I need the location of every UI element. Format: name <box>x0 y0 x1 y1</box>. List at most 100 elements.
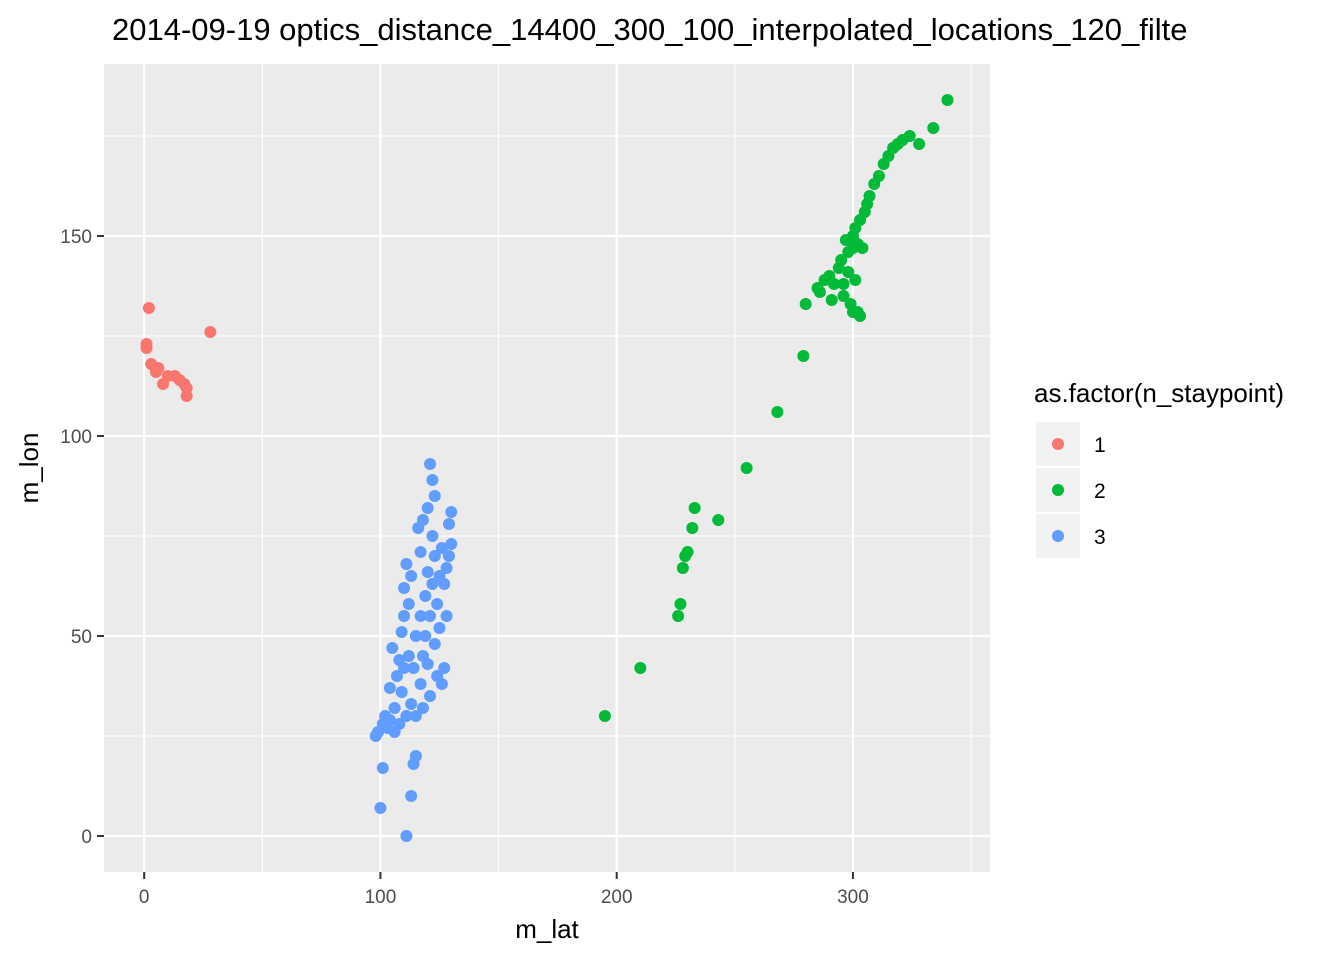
legend-label-1: 1 <box>1094 434 1106 457</box>
y-tick-label: 100 <box>60 427 92 448</box>
data-point-series-2 <box>771 406 784 418</box>
data-point-series-2 <box>828 278 841 290</box>
data-point-series-3 <box>421 566 434 578</box>
data-point-series-3 <box>400 830 413 842</box>
data-point-series-3 <box>426 578 439 590</box>
data-point-series-1 <box>180 390 193 402</box>
data-point-series-3 <box>426 530 439 542</box>
data-point-series-2 <box>941 94 954 106</box>
data-point-series-3 <box>421 658 434 670</box>
data-point-series-2 <box>688 502 701 514</box>
data-point-series-2 <box>672 610 685 622</box>
x-tick-label: 300 <box>837 887 869 908</box>
data-point-series-3 <box>442 550 455 562</box>
data-point-series-3 <box>421 502 434 514</box>
data-point-series-3 <box>419 590 432 602</box>
legend-key-3 <box>1052 530 1064 542</box>
data-point-series-2 <box>913 138 926 150</box>
data-point-series-1 <box>142 302 155 314</box>
data-point-series-3 <box>426 474 439 486</box>
x-tick-label: 200 <box>601 887 633 908</box>
data-point-series-3 <box>424 690 437 702</box>
data-point-series-3 <box>435 542 448 554</box>
data-point-series-3 <box>405 698 418 710</box>
data-point-series-1 <box>152 362 165 374</box>
legend-key-2 <box>1052 484 1064 496</box>
data-point-series-2 <box>837 290 850 302</box>
data-point-series-2 <box>872 170 885 182</box>
data-point-series-3 <box>405 570 418 582</box>
y-tick-label: 50 <box>71 627 92 648</box>
axis-ticks <box>97 235 854 879</box>
data-point-series-3 <box>416 702 429 714</box>
data-point-series-3 <box>402 650 415 662</box>
legend-items: 1 2 3 <box>1036 422 1106 558</box>
data-point-series-3 <box>409 710 422 722</box>
data-point-series-3 <box>386 642 399 654</box>
data-point-series-3 <box>428 638 441 650</box>
data-point-series-3 <box>435 678 448 690</box>
data-point-series-3 <box>383 714 396 726</box>
data-point-series-3 <box>398 582 411 594</box>
plot-panel <box>104 64 990 872</box>
data-point-series-2 <box>927 122 940 134</box>
data-point-series-3 <box>388 702 401 714</box>
data-point-series-3 <box>398 662 411 674</box>
data-point-series-2 <box>681 546 694 558</box>
legend-title: as.factor(n_staypoint) <box>1034 378 1284 408</box>
data-point-series-3 <box>383 682 396 694</box>
data-points <box>140 94 954 842</box>
minor-gridlines <box>104 64 990 872</box>
legend-key-1 <box>1052 438 1064 450</box>
data-point-series-2 <box>712 514 725 526</box>
data-point-series-3 <box>440 610 453 622</box>
y-tick-label: 0 <box>81 827 92 848</box>
data-point-series-3 <box>440 562 453 574</box>
data-point-series-3 <box>376 762 389 774</box>
data-point-series-3 <box>398 610 411 622</box>
data-point-series-1 <box>204 326 217 338</box>
data-point-series-2 <box>835 254 848 266</box>
data-point-series-3 <box>445 538 458 550</box>
data-point-series-2 <box>903 130 916 142</box>
data-point-series-2 <box>842 266 855 278</box>
x-tick-label: 0 <box>139 887 150 908</box>
data-point-series-3 <box>419 630 432 642</box>
data-point-series-2 <box>856 242 869 254</box>
data-point-series-3 <box>414 678 427 690</box>
data-point-series-3 <box>431 598 444 610</box>
data-point-series-3 <box>424 610 437 622</box>
data-point-series-2 <box>799 298 812 310</box>
x-tick-label: 100 <box>365 887 397 908</box>
data-point-series-2 <box>598 710 611 722</box>
plot-title: 2014-09-19 optics_distance_14400_300_100… <box>112 12 1188 47</box>
data-point-series-3 <box>438 578 451 590</box>
y-axis-title: m_lon <box>14 433 44 504</box>
data-point-series-3 <box>390 670 403 682</box>
data-point-series-3 <box>409 750 422 762</box>
data-point-series-2 <box>837 278 850 290</box>
data-point-series-3 <box>409 630 422 642</box>
data-point-series-3 <box>402 598 415 610</box>
data-point-series-3 <box>374 802 387 814</box>
data-point-series-2 <box>634 662 647 674</box>
data-point-series-3 <box>407 662 420 674</box>
data-point-series-2 <box>813 286 826 298</box>
data-point-series-2 <box>825 294 838 306</box>
data-point-series-3 <box>393 718 406 730</box>
data-point-series-2 <box>686 522 699 534</box>
data-point-series-3 <box>405 790 418 802</box>
data-point-series-3 <box>395 626 408 638</box>
y-tick-label: 150 <box>60 227 92 248</box>
data-point-series-3 <box>428 490 441 502</box>
data-point-series-3 <box>414 610 427 622</box>
data-point-series-2 <box>863 190 876 202</box>
x-axis-title: m_lat <box>515 914 579 944</box>
data-point-series-3 <box>400 558 413 570</box>
tick-labels: 0 100 200 300 0 50 100 150 <box>60 227 869 908</box>
data-point-series-2 <box>797 350 810 362</box>
data-point-series-3 <box>416 514 429 526</box>
data-point-series-3 <box>433 622 446 634</box>
data-point-series-2 <box>849 274 862 286</box>
